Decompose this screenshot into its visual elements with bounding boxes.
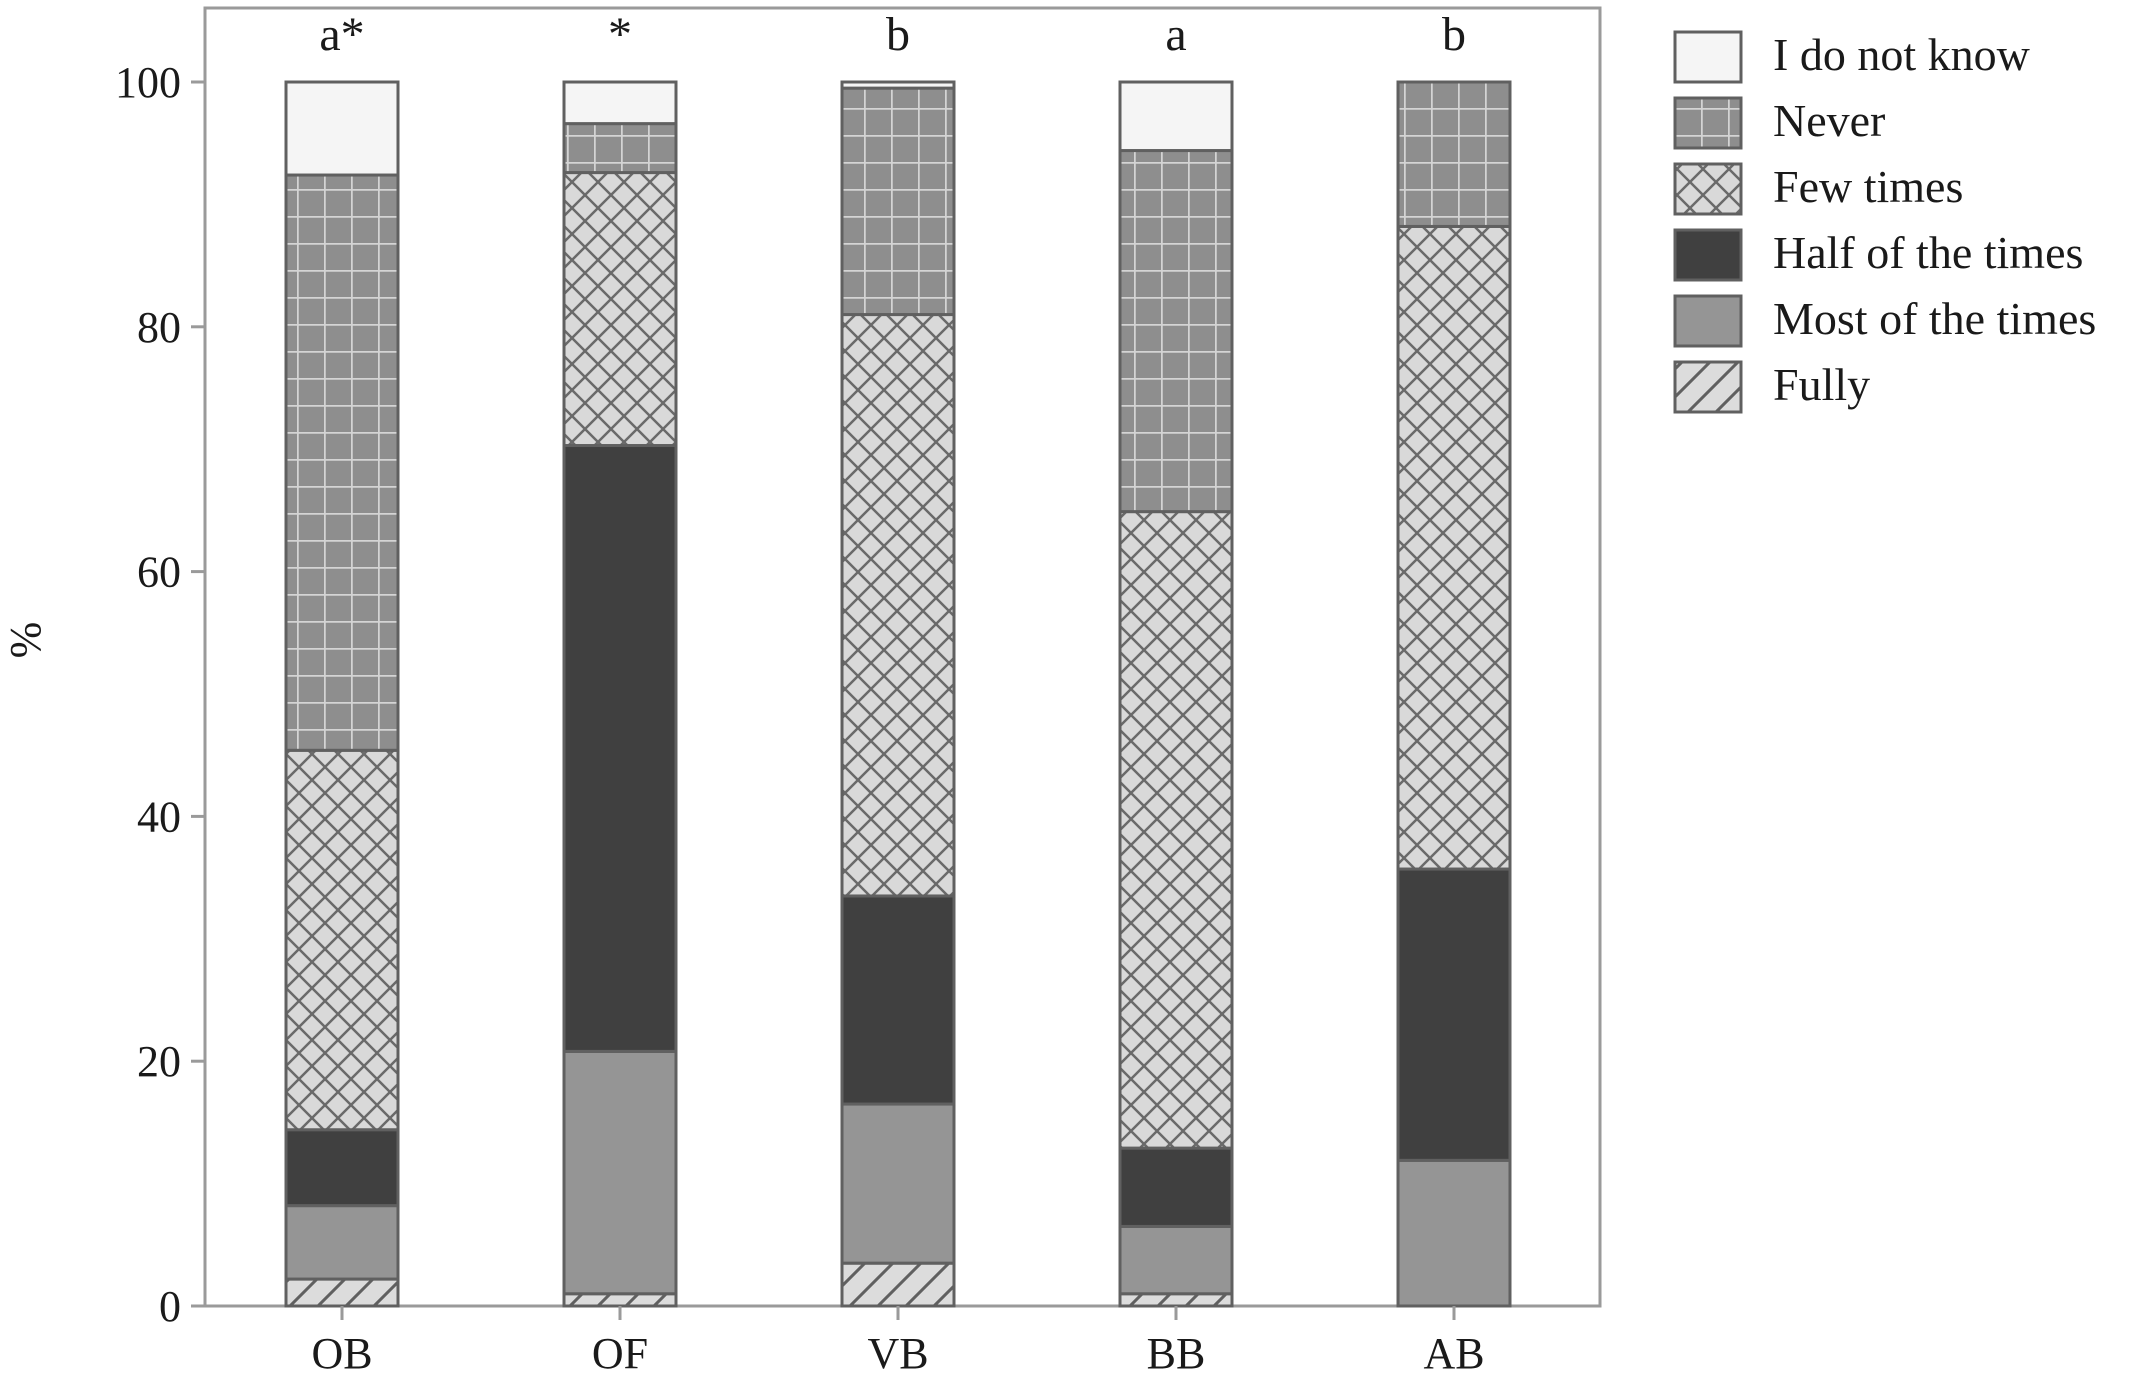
y-tick-label: 100 <box>115 58 181 107</box>
bar-segment-ob-never <box>284 173 400 752</box>
legend-swatch-never <box>1673 96 1743 150</box>
bar-segment-vb-fully <box>840 1261 956 1308</box>
y-axis: 0 20 40 60 80 100 <box>115 58 205 1331</box>
bar-segment-of-few-times <box>562 171 678 448</box>
x-tick-label-ob: OB <box>311 1329 372 1376</box>
x-tick-label-of: OF <box>592 1329 648 1376</box>
significance-label-bb: a <box>1165 8 1186 61</box>
y-tick-label: 80 <box>137 303 181 352</box>
bar-segment-vb-few-times <box>840 313 956 898</box>
y-tick-label: 60 <box>137 548 181 597</box>
bar-segment-vb-never <box>840 86 956 317</box>
significance-label-vb: b <box>886 8 910 61</box>
y-tick-label: 0 <box>159 1282 181 1331</box>
bar-segment-bb-fully <box>1118 1292 1234 1308</box>
bar-segment-ab-half-of-the-times <box>1396 867 1512 1162</box>
legend-swatch-i-do-not-know <box>1673 30 1743 84</box>
x-axis: OB OF VB BB AB <box>311 1306 1485 1376</box>
significance-label-of: * <box>608 8 632 61</box>
bar-segment-vb-half-of-the-times <box>840 894 956 1106</box>
bar-segment-bb-half-of-the-times <box>1118 1146 1234 1228</box>
bar-segment-vb-most-of-the-times <box>840 1102 956 1265</box>
bar-segment-bb-i-do-not-know <box>1118 80 1234 153</box>
bar-segment-ob-few-times <box>284 748 400 1132</box>
significance-label-ob: a* <box>319 8 364 61</box>
legend-item-never: Never <box>1673 95 1885 150</box>
legend-label-never: Never <box>1773 95 1885 146</box>
bar-segment-ob-half-of-the-times <box>284 1128 400 1208</box>
bar-segment-bb-never <box>1118 149 1234 514</box>
legend-item-i-do-not-know: I do not know <box>1673 29 2031 84</box>
legend-swatch-fully <box>1673 360 1743 414</box>
bar-segment-ob-fully <box>284 1277 400 1308</box>
x-tick-label-ab: AB <box>1423 1329 1484 1376</box>
bar-segment-of-most-of-the-times <box>562 1049 678 1296</box>
legend-swatch-few-times <box>1673 162 1743 216</box>
x-tick-label-vb: VB <box>867 1329 928 1376</box>
significance-labels: a* * b a b <box>319 8 1466 61</box>
bar-segment-of-fully <box>562 1292 678 1308</box>
bar-segment-vb-i-do-not-know <box>840 80 956 90</box>
legend-label-fully: Fully <box>1773 359 1870 410</box>
bar-segment-ob-most-of-the-times <box>284 1204 400 1281</box>
legend-label-half-of-the-times: Half of the times <box>1773 227 2083 278</box>
legend-swatch-half-of-the-times <box>1673 228 1743 282</box>
legend-item-most-of-the-times: Most of the times <box>1673 293 2096 348</box>
bars-group <box>284 80 1512 1308</box>
legend-item-few-times: Few times <box>1673 161 1963 216</box>
y-tick-label: 40 <box>137 792 181 841</box>
y-tick-label: 20 <box>137 1037 181 1086</box>
bar-segment-of-never <box>562 122 678 175</box>
legend-swatch-most-of-the-times <box>1673 294 1743 348</box>
legend-label-most-of-the-times: Most of the times <box>1773 293 2096 344</box>
significance-label-ab: b <box>1442 8 1466 61</box>
bar-segment-bb-most-of-the-times <box>1118 1224 1234 1296</box>
bar-segment-of-i-do-not-know <box>562 80 678 126</box>
bar-segment-of-half-of-the-times <box>562 444 678 1053</box>
bar-segment-ob-i-do-not-know <box>284 80 400 177</box>
x-tick-label-bb: BB <box>1147 1329 1206 1376</box>
legend-item-fully: Fully <box>1673 359 1870 414</box>
bar-segment-ab-most-of-the-times <box>1396 1158 1512 1308</box>
legend-label-few-times: Few times <box>1773 161 1963 212</box>
legend-item-half-of-the-times: Half of the times <box>1673 227 2083 282</box>
bar-segment-bb-few-times <box>1118 510 1234 1150</box>
legend: I do not know Never Few times Half of the t… <box>1673 29 2096 414</box>
legend-label-i-do-not-know: I do not know <box>1773 29 2031 80</box>
bar-segment-ab-never <box>1396 80 1512 228</box>
y-axis-title: % <box>1 622 50 659</box>
bar-segment-ab-few-times <box>1396 224 1512 871</box>
